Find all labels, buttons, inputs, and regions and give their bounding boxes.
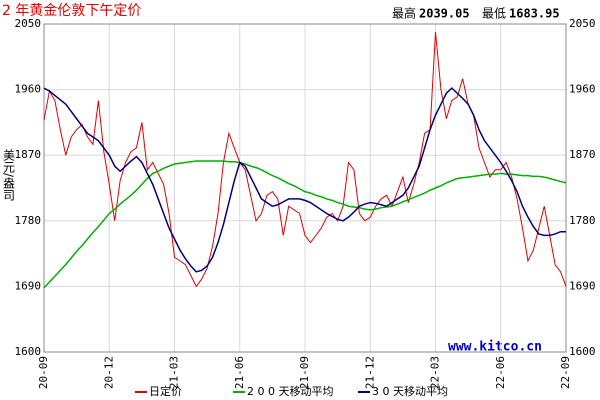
series-line	[43, 87, 566, 273]
y-tick-label-right: 2050	[569, 17, 596, 30]
low-label: 最低	[482, 7, 506, 21]
y-tick-label: 1960	[15, 83, 42, 96]
y-tick-label: 1690	[15, 279, 42, 292]
legend-label: 日定价	[149, 384, 182, 398]
x-tick-label: 22-03	[429, 356, 442, 389]
chart-title: 2 年黄金伦敦下午定价	[2, 2, 141, 19]
y-tick-label: 1870	[15, 148, 42, 161]
x-tick-label: 20-09	[37, 356, 50, 389]
x-tick-label: 21-12	[363, 356, 376, 389]
x-tick-label: 20-12	[102, 356, 115, 389]
y-tick-label: 1780	[15, 214, 42, 227]
series-line	[43, 31, 567, 288]
y-tick-label: 2050	[15, 17, 42, 30]
y-tick-label-right: 1600	[569, 345, 596, 358]
x-tick-label: 22-06	[494, 356, 507, 389]
y-axis-label: 美元/盎司	[2, 149, 16, 201]
plot-border	[43, 23, 567, 353]
y-tick-label-right: 1780	[569, 214, 596, 227]
y-tick-label-right: 1690	[569, 279, 596, 292]
low-value: 1683.95	[509, 7, 560, 21]
high-label: 最高	[392, 6, 416, 21]
x-tick-label: 22-09	[559, 356, 572, 389]
x-tick-label: 21-06	[233, 356, 246, 389]
x-tick-label: 21-03	[168, 356, 181, 389]
y-tick-label: 1600	[15, 345, 42, 358]
x-tick-label: 21-09	[298, 356, 311, 389]
legend-label: 3 0 天移动平均	[372, 385, 448, 398]
y-tick-label-right: 1870	[569, 148, 596, 161]
high-value: 2039.05	[419, 7, 470, 21]
watermark: www.kitco.cn	[448, 340, 542, 355]
legend-label: 2 0 0 天移动平均	[247, 385, 334, 398]
y-tick-label-right: 1960	[569, 83, 596, 96]
series-line	[43, 160, 567, 289]
